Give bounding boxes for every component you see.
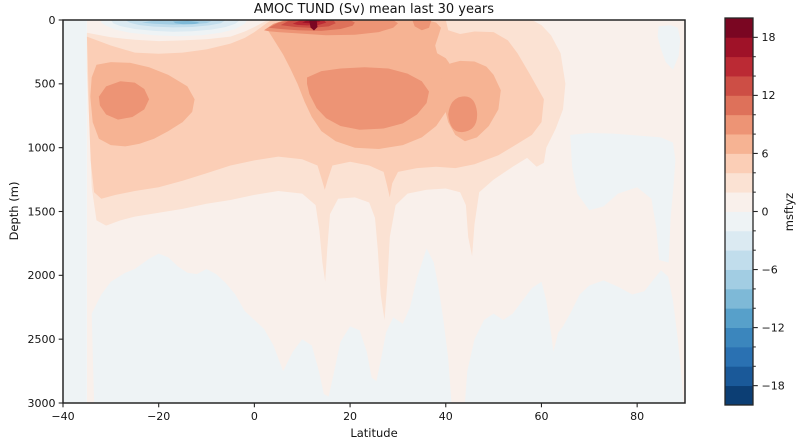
colorbar-tick-label: −6 <box>762 263 778 276</box>
colorbar-segment <box>725 114 753 135</box>
y-tick-label: 1000 <box>28 141 56 154</box>
colorbar-segment <box>725 366 753 387</box>
x-tick-label: 60 <box>534 410 548 423</box>
colorbar-segment <box>725 346 753 367</box>
colorbar-segment <box>725 76 753 96</box>
contour-band-18-20 <box>309 20 318 31</box>
colorbar-segment <box>725 327 753 348</box>
contour-field <box>63 20 685 403</box>
contour-band-m2-0-deep-right <box>464 270 684 403</box>
contour-band-m10-m8 <box>173 20 200 25</box>
contour-band-8-10-surface-finger <box>412 20 432 31</box>
x-tick-label: −20 <box>147 410 170 423</box>
y-tick-label: 2000 <box>28 269 56 282</box>
y-tick-label: 1500 <box>28 205 56 218</box>
colorbar-label: msftyz <box>782 192 796 232</box>
colorbar-segment <box>725 385 753 406</box>
colorbar-tick-label: 0 <box>762 205 769 218</box>
y-tick-label: 0 <box>49 14 56 27</box>
colorbar-segment <box>725 230 753 251</box>
contour-band-8-10-right-core <box>448 96 478 133</box>
colorbar-segment <box>725 37 753 58</box>
colorbar-segment <box>725 172 753 193</box>
colorbar-segment <box>725 153 753 174</box>
y-axis-ticks: 0 500 1000 1500 2000 2500 3000 <box>28 14 63 410</box>
x-tick-label: 40 <box>439 410 453 423</box>
colorbar-segment <box>725 56 753 77</box>
contour-band-8-10-mid-core <box>307 67 429 130</box>
contour-band-m2-0-mid-right <box>570 133 676 263</box>
colorbar-tick-label: 6 <box>762 147 769 160</box>
y-tick-label: 2500 <box>28 333 56 346</box>
colorbar: 18 12 6 0 −6 −12 −18 <box>724 17 785 406</box>
y-tick-label: 3000 <box>28 397 56 410</box>
contour-band-m2-0-deep-main <box>91 248 452 403</box>
x-tick-label: 20 <box>343 410 357 423</box>
x-tick-label: 80 <box>630 410 644 423</box>
colorbar-segment <box>725 250 753 270</box>
x-axis-ticks: −40 −20 0 20 40 60 80 <box>51 403 644 423</box>
colorbar-segment <box>725 18 753 38</box>
colorbar-tick-label: −18 <box>762 379 785 392</box>
y-tick-label: 500 <box>35 78 56 91</box>
colorbar-segment <box>725 308 753 328</box>
colorbar-segment <box>725 192 753 212</box>
colorbar-tick-label: 12 <box>762 89 776 102</box>
colorbar-segment <box>725 269 753 290</box>
x-axis-label: Latitude <box>350 426 398 440</box>
contour-left-strip <box>63 20 87 403</box>
colorbar-segment <box>725 134 753 154</box>
colorbar-tick-label: 18 <box>762 31 776 44</box>
contour-band-8-10-left-core <box>98 81 150 120</box>
colorbar-segment <box>725 288 753 309</box>
y-axis-label: Depth (m) <box>7 181 21 241</box>
contour-band-m2-0-top-right <box>657 25 681 70</box>
x-tick-label: 0 <box>251 410 258 423</box>
chart-title: AMOC TUND (Sv) mean last 30 years <box>253 2 495 17</box>
colorbar-tick-label: −12 <box>762 321 785 334</box>
colorbar-segment <box>725 211 753 232</box>
x-tick-label: −40 <box>51 410 74 423</box>
colorbar-segment <box>725 95 753 116</box>
